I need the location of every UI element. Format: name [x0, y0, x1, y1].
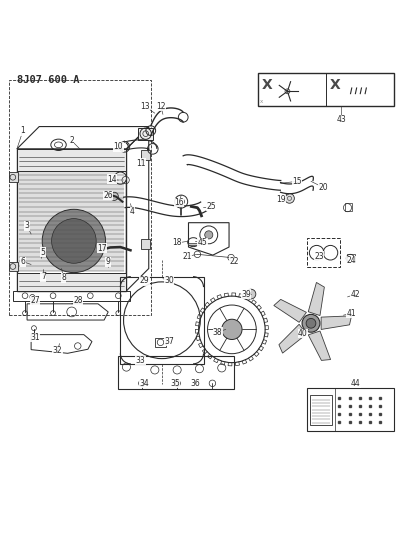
Text: 29: 29	[140, 276, 149, 285]
Text: 11: 11	[136, 159, 145, 167]
Bar	[13, 291, 131, 301]
Text: 22: 22	[229, 257, 239, 266]
Text: 36: 36	[190, 379, 200, 388]
Text: 18: 18	[173, 238, 182, 247]
Polygon shape	[274, 300, 306, 322]
Text: X: X	[330, 78, 341, 92]
Text: 32: 32	[53, 346, 62, 356]
Text: 43: 43	[337, 115, 346, 124]
Bar	[141, 239, 149, 249]
Text: 8: 8	[61, 273, 66, 282]
Polygon shape	[321, 316, 352, 329]
Text: 30: 30	[164, 276, 174, 285]
Circle shape	[110, 192, 118, 200]
Bar	[307, 388, 394, 431]
Text: 9: 9	[106, 257, 111, 266]
Text: 44: 44	[351, 379, 361, 388]
Polygon shape	[308, 282, 324, 316]
Text: 17: 17	[97, 244, 107, 253]
Text: 15: 15	[292, 177, 302, 186]
Circle shape	[52, 219, 96, 263]
Text: 20: 20	[318, 183, 328, 192]
Text: 24: 24	[347, 256, 357, 265]
Text: 13: 13	[140, 102, 149, 111]
Bar	[9, 172, 18, 182]
Bar	[120, 277, 204, 364]
Circle shape	[222, 319, 242, 340]
Circle shape	[114, 172, 127, 184]
Text: 39: 39	[241, 289, 251, 298]
Text: 41: 41	[347, 309, 357, 318]
Text: 31: 31	[31, 333, 40, 342]
Text: 14: 14	[107, 175, 117, 184]
Text: 28: 28	[73, 296, 83, 305]
Text: 23: 23	[314, 252, 324, 261]
Bar	[188, 243, 199, 245]
Text: 16: 16	[174, 198, 184, 207]
Bar	[138, 128, 153, 140]
Text: 19: 19	[276, 195, 285, 204]
Text: 33: 33	[136, 356, 146, 365]
Text: X: X	[262, 78, 273, 92]
Bar	[17, 149, 127, 171]
Text: 8J07 600 A: 8J07 600 A	[17, 75, 79, 85]
Text: 7: 7	[41, 272, 46, 281]
Text: 25: 25	[207, 202, 217, 211]
Text: 3: 3	[24, 221, 29, 230]
Bar	[348, 254, 355, 262]
Bar	[310, 395, 333, 425]
Text: 42: 42	[351, 289, 361, 298]
Text: 4: 4	[130, 207, 135, 216]
Text: 38: 38	[213, 328, 223, 337]
Circle shape	[246, 289, 256, 299]
Text: 26: 26	[103, 191, 113, 200]
Text: 27: 27	[31, 296, 40, 305]
Bar	[19, 172, 125, 271]
Bar	[258, 73, 394, 106]
Text: 10: 10	[114, 142, 123, 151]
Bar	[9, 262, 18, 271]
Bar	[17, 272, 127, 291]
Text: 37: 37	[164, 337, 174, 346]
Circle shape	[205, 231, 213, 239]
Polygon shape	[279, 324, 306, 353]
Text: 12: 12	[156, 102, 166, 111]
Bar	[9, 80, 151, 315]
Text: x: x	[260, 99, 264, 104]
Text: 34: 34	[140, 379, 149, 388]
Text: 35: 35	[170, 379, 180, 388]
Circle shape	[284, 193, 294, 203]
Bar	[307, 238, 340, 268]
Circle shape	[302, 314, 320, 332]
Text: 6: 6	[21, 257, 26, 266]
Text: 5: 5	[41, 248, 46, 257]
Circle shape	[42, 209, 105, 272]
Polygon shape	[308, 331, 330, 360]
Bar	[345, 203, 352, 211]
Bar	[17, 149, 127, 291]
Bar	[155, 338, 166, 347]
Text: 21: 21	[182, 252, 192, 261]
Bar	[141, 150, 149, 160]
Text: 45: 45	[198, 238, 208, 247]
Text: 40: 40	[298, 329, 308, 338]
Text: 2: 2	[69, 136, 74, 146]
Text: 1: 1	[21, 126, 25, 135]
Circle shape	[306, 318, 316, 328]
